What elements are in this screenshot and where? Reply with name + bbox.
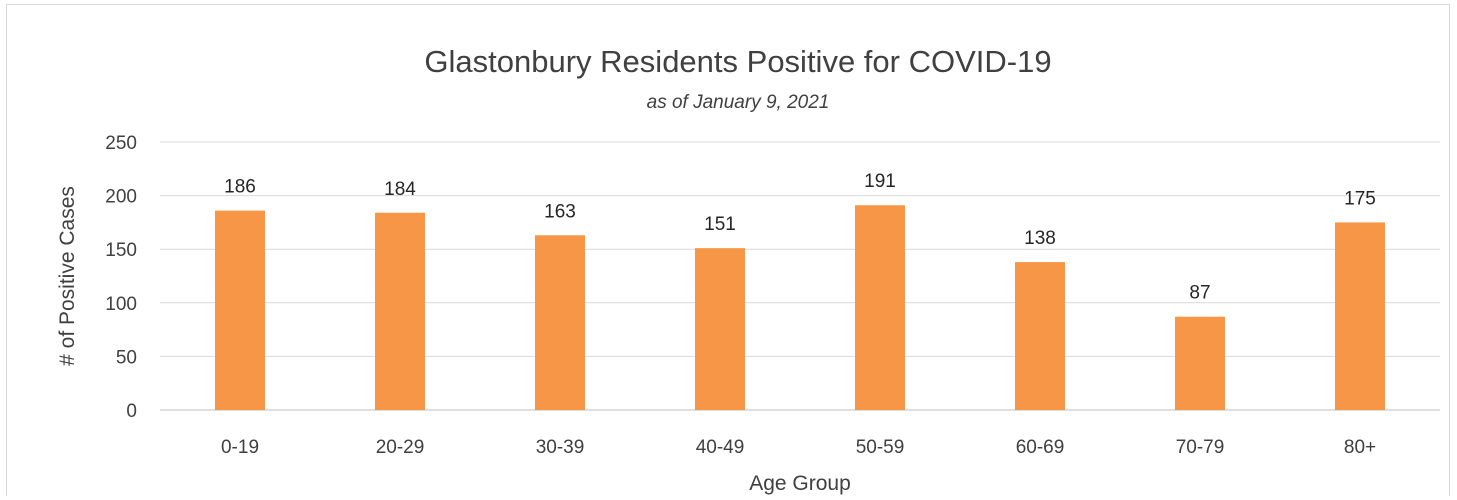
bar — [375, 212, 425, 410]
bar — [1015, 262, 1065, 410]
x-tick-label: 20-29 — [376, 437, 425, 458]
x-tick-label: 70-79 — [1176, 437, 1225, 458]
bar — [535, 235, 585, 410]
y-tick-label: 150 — [105, 240, 137, 261]
bar-value-label: 138 — [1024, 228, 1056, 249]
data-labels: 186 184 163 151 191 138 87 175 — [224, 171, 1376, 303]
bar — [695, 248, 745, 410]
x-tick-label: 0-19 — [221, 437, 259, 458]
x-tick-label: 60-69 — [1016, 437, 1065, 458]
x-tick-label: 40-49 — [696, 437, 745, 458]
gridlines — [160, 141, 1440, 411]
y-tick-label: 50 — [116, 347, 137, 368]
y-axis-title: # of Positive Cases — [56, 186, 79, 366]
chart-subtitle: as of January 9, 2021 — [647, 92, 830, 113]
x-tick-label: 80+ — [1344, 437, 1376, 458]
bar-value-label: 87 — [1189, 283, 1210, 304]
y-tick-label: 200 — [105, 187, 137, 208]
x-tick-label: 30-39 — [536, 437, 585, 458]
y-axis-ticks: 0 50 100 150 200 250 — [105, 133, 137, 422]
x-axis-title: Age Group — [749, 472, 851, 495]
bar — [1335, 222, 1385, 410]
bar-value-label: 151 — [704, 214, 736, 235]
bars — [215, 205, 1385, 410]
bar — [1175, 316, 1225, 410]
y-tick-label: 250 — [105, 133, 137, 154]
bar-value-label: 163 — [544, 201, 576, 222]
bar-value-label: 186 — [224, 177, 256, 198]
bar — [855, 205, 905, 410]
x-axis-ticks: 0-19 20-29 30-39 40-49 50-59 60-69 70-79 80+ — [221, 437, 1376, 458]
bar-value-label: 175 — [1344, 188, 1376, 209]
bar — [215, 210, 265, 410]
y-tick-label: 100 — [105, 294, 137, 315]
chart-title: Glastonbury Residents Positive for COVID… — [424, 44, 1051, 79]
y-tick-label: 0 — [126, 401, 137, 422]
x-tick-label: 50-59 — [856, 437, 905, 458]
bar-value-label: 184 — [384, 179, 416, 200]
bar-value-label: 191 — [864, 171, 896, 192]
